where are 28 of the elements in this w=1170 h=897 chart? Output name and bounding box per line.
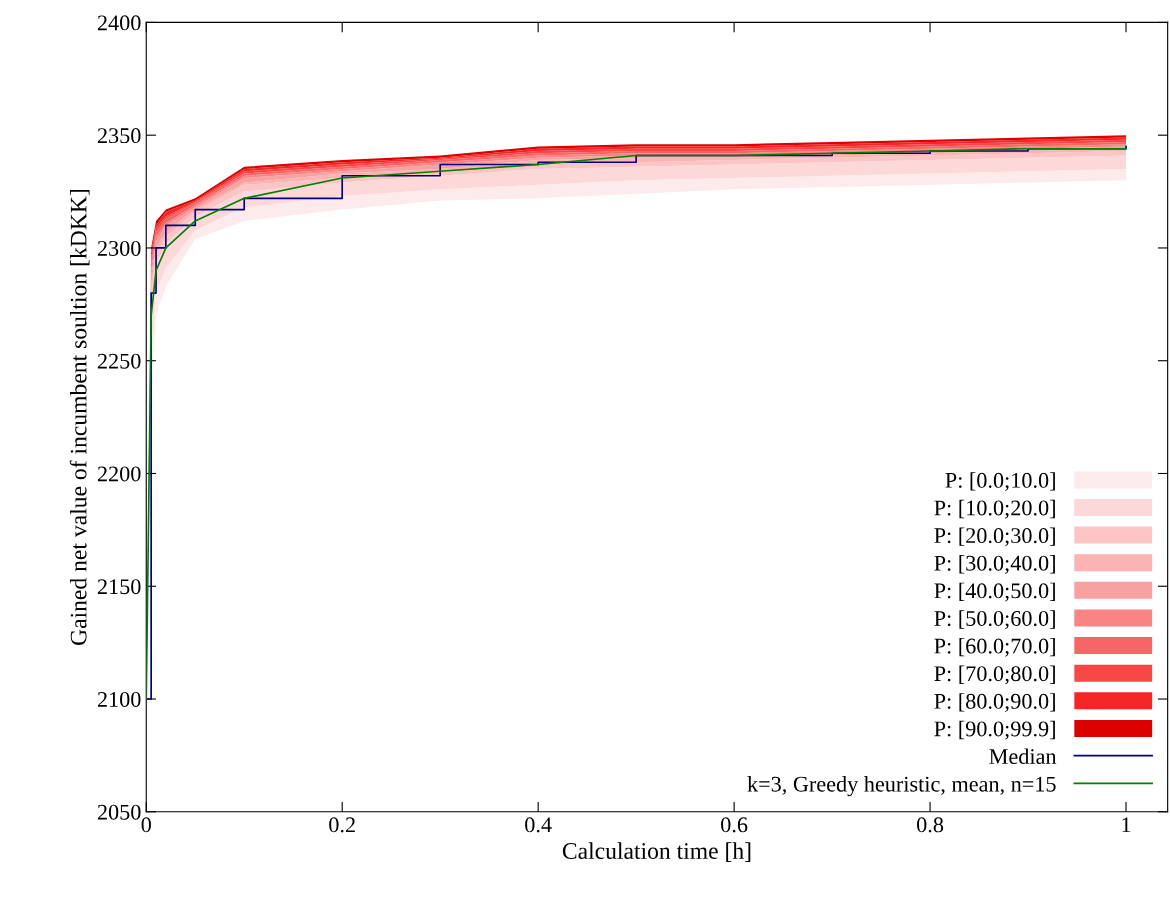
legend-label: P: [10.0;20.0] bbox=[934, 499, 1055, 519]
y-tick-label: 2100 bbox=[97, 691, 141, 707]
legend-label: P: [60.0;70.0] bbox=[934, 637, 1055, 657]
y-tick-label: 2200 bbox=[97, 466, 141, 482]
legend-label: P: [40.0;50.0] bbox=[934, 582, 1055, 602]
legend-label: P: [0.0;10.0] bbox=[945, 472, 1055, 492]
legend-label: P: [70.0;80.0] bbox=[934, 665, 1055, 685]
x-tick-label: 1 bbox=[1122, 817, 1131, 833]
x-tick-label: 0.8 bbox=[917, 817, 944, 833]
legend-label: P: [50.0;60.0] bbox=[934, 610, 1055, 630]
y-axis-title: Gained net value of incumbent soultion [kDKK] bbox=[69, 190, 90, 645]
x-tick-label: 0.4 bbox=[525, 817, 552, 833]
legend-label: Median bbox=[989, 748, 1057, 765]
legend-label: P: [20.0;30.0] bbox=[934, 527, 1055, 547]
legend-label: k=3, Greedy heuristic, mean, n=15 bbox=[747, 776, 1056, 797]
x-tick-label: 0.6 bbox=[721, 817, 748, 833]
x-axis-title: Calculation time [h] bbox=[562, 842, 751, 862]
y-tick-label: 2150 bbox=[97, 579, 141, 595]
y-tick-label: 2250 bbox=[97, 353, 141, 369]
y-tick-label: 2400 bbox=[97, 15, 141, 31]
legend-label: P: [30.0;40.0] bbox=[934, 555, 1055, 574]
y-tick-label: 2300 bbox=[97, 240, 141, 256]
x-tick-label: 0.2 bbox=[329, 817, 355, 833]
x-tick-label: 0 bbox=[141, 817, 151, 833]
y-tick-label: 2050 bbox=[97, 804, 141, 820]
legend-label: P: [80.0;90.0] bbox=[934, 693, 1055, 712]
y-tick-label: 2350 bbox=[97, 128, 141, 144]
legend-label: P: [90.0;99.9] bbox=[934, 720, 1055, 740]
